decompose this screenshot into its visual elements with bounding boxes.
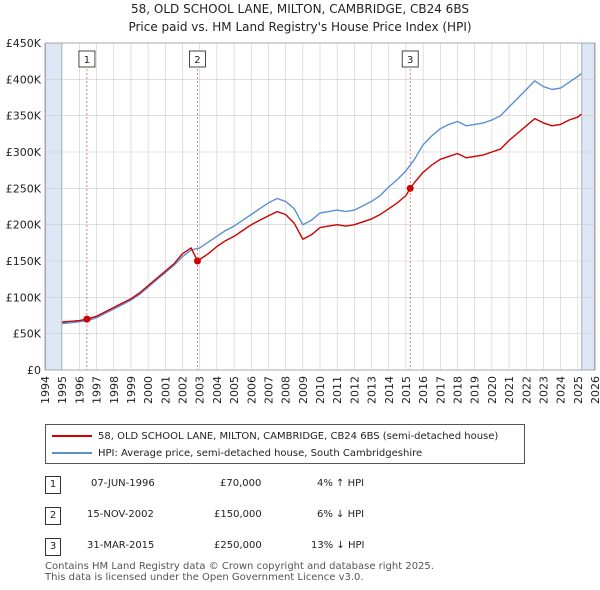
x-tick-label: 2018 xyxy=(452,376,465,404)
y-tick-label: £300K xyxy=(6,146,42,159)
x-tick-label: 2026 xyxy=(589,376,600,404)
shaded-region xyxy=(45,43,63,370)
sale-marker-box xyxy=(401,50,419,68)
footer-licence: This data is licensed under the Open Gov… xyxy=(45,572,364,583)
x-tick-label: 1997 xyxy=(91,376,104,404)
sale-date: 07-JUN-1996 xyxy=(91,478,155,489)
x-tick-label: 2011 xyxy=(331,376,344,404)
x-tick-label: 2008 xyxy=(280,376,293,404)
x-tick-label: 1998 xyxy=(108,376,121,404)
x-tick-label: 2017 xyxy=(434,376,447,404)
plot-frame xyxy=(44,42,596,371)
x-tick-label: 2022 xyxy=(520,376,533,404)
chart-title: 58, OLD SCHOOL LANE, MILTON, CAMBRIDGE, … xyxy=(131,2,469,16)
sale-hpi-diff: 13% ↓ HPI xyxy=(311,540,365,551)
y-tick-label: £350K xyxy=(6,110,42,123)
legend-label-hpi: HPI: Average price, semi-detached house,… xyxy=(98,447,423,459)
price-paid-line xyxy=(62,113,582,323)
chart-subtitle: Price paid vs. HM Land Registry's House … xyxy=(128,20,472,34)
x-tick-label: 2010 xyxy=(314,376,327,404)
x-tick-label: 2025 xyxy=(572,376,585,404)
y-tick-label: £0 xyxy=(27,364,41,377)
sale-price: £70,000 xyxy=(220,478,262,489)
x-tick-label: 2007 xyxy=(262,376,275,404)
x-tick-label: 2016 xyxy=(417,376,430,404)
sale-price: £150,000 xyxy=(214,509,262,520)
y-tick-label: £400K xyxy=(6,73,42,86)
x-tick-label: 2012 xyxy=(348,376,361,404)
sale-number-badge: 2 xyxy=(45,507,61,525)
chart-area: £0 £50K £100K £150K £200K £250K £300K £350K £400… xyxy=(6,37,600,404)
legend-item-hpi: HPI: Average price, semi-detached house,… xyxy=(52,446,422,460)
x-tick-label: 2013 xyxy=(366,376,379,404)
y-tick-label: £150K xyxy=(6,255,42,268)
sale-price: £250,000 xyxy=(214,540,262,551)
x-tick-label: 2003 xyxy=(194,376,207,404)
shaded-region xyxy=(581,43,595,370)
legend-label-price: 58, OLD SCHOOL LANE, MILTON, CAMBRIDGE, … xyxy=(98,430,499,442)
sale-hpi-diff: 6% ↓ HPI xyxy=(317,509,365,520)
chart-legend: 58, OLD SCHOOL LANE, MILTON, CAMBRIDGE, … xyxy=(45,424,525,464)
x-tick-label: 1996 xyxy=(73,376,86,404)
x-tick-label: 2009 xyxy=(297,376,310,404)
x-tick-label: 2024 xyxy=(555,376,568,404)
legend-swatch-price xyxy=(52,435,92,437)
sale-point xyxy=(83,315,91,323)
y-tick-label: £200K xyxy=(6,219,42,232)
x-tick-label: 2004 xyxy=(211,376,224,404)
sale-point xyxy=(406,184,414,192)
x-tick-label: 1999 xyxy=(125,376,138,404)
x-tick-label: 2001 xyxy=(159,376,172,404)
x-tick-label: 2005 xyxy=(228,376,241,404)
sale-marker-box xyxy=(189,50,206,68)
y-tick-label: £50K xyxy=(13,328,42,341)
sale-marker-label: 3 xyxy=(407,55,413,66)
legend-item-price: 58, OLD SCHOOL LANE, MILTON, CAMBRIDGE, … xyxy=(52,429,498,443)
x-tick-label: 2015 xyxy=(400,376,413,404)
x-tick-label: 2000 xyxy=(142,376,155,404)
sale-marker-label: 2 xyxy=(194,55,200,66)
x-tick-label: 1994 xyxy=(39,376,52,404)
sale-number-badge: 3 xyxy=(45,538,61,556)
x-tick-label: 2020 xyxy=(486,376,499,404)
sale-marker-box xyxy=(78,50,96,68)
sale-point xyxy=(193,257,201,265)
x-tick-label: 2014 xyxy=(383,376,396,404)
x-tick-label: 2023 xyxy=(537,376,550,404)
x-tick-label: 2021 xyxy=(503,376,516,404)
sale-number-badge: 1 xyxy=(45,476,61,494)
y-tick-label: £450K xyxy=(6,37,42,50)
sale-hpi-diff: 4% ↑ HPI xyxy=(317,478,365,489)
y-tick-label: £100K xyxy=(6,291,42,304)
x-tick-label: 2002 xyxy=(177,376,190,404)
sale-marker-label: 1 xyxy=(84,55,90,66)
y-tick-label: £250K xyxy=(6,182,42,195)
x-tick-label: 2006 xyxy=(245,376,258,404)
footer-copyright: Contains HM Land Registry data © Crown c… xyxy=(45,561,434,572)
x-tick-label: 2019 xyxy=(469,376,482,404)
x-tick-label: 1995 xyxy=(56,376,69,404)
sale-date: 15-NOV-2002 xyxy=(87,509,154,520)
hpi-line xyxy=(62,72,582,325)
legend-swatch-hpi xyxy=(52,452,92,454)
sale-date: 31-MAR-2015 xyxy=(87,540,155,551)
